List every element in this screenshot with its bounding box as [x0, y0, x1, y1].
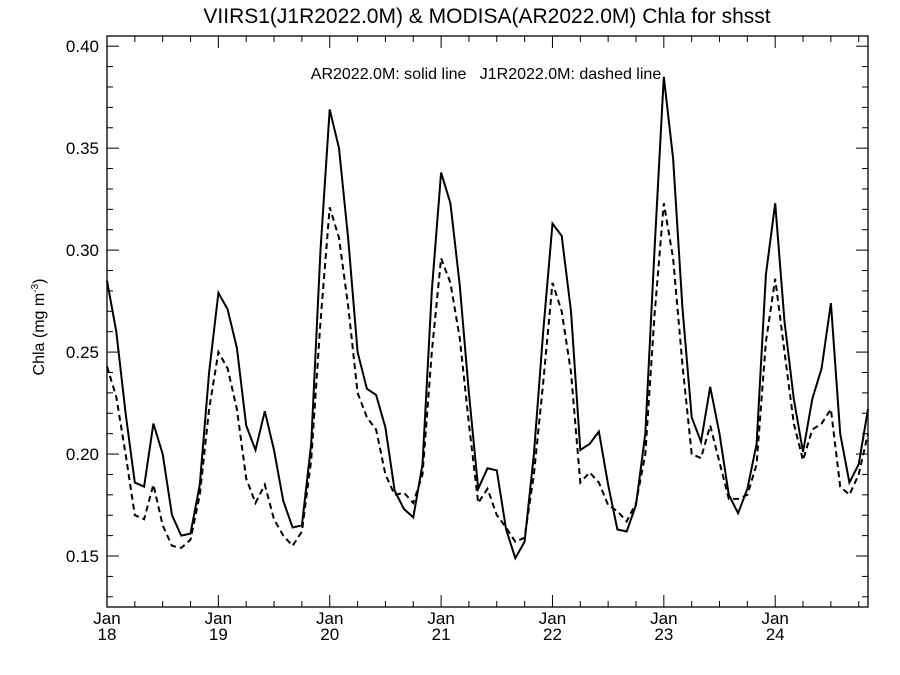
series-line-ar2022-0m: [106, 76, 869, 561]
x-tick-label-month: Jan: [427, 609, 454, 628]
x-tick-label-year: 24: [766, 625, 785, 644]
series-line-j1r2022-0m: [106, 203, 869, 549]
x-tick-label-month: Jan: [761, 609, 788, 628]
x-tick-label-year: 18: [98, 625, 117, 644]
y-tick-label: 0.40: [66, 37, 99, 56]
axis-ticks: [106, 36, 868, 607]
x-tick-label-month: Jan: [93, 609, 120, 628]
y-tick-label: 0.35: [66, 139, 99, 158]
y-tick-label: 0.20: [66, 445, 99, 464]
y-axis-label-superscript: -3: [30, 283, 41, 292]
series-lines: [106, 76, 869, 561]
y-tick-label: 0.15: [66, 547, 99, 566]
y-axis-label-close: ): [31, 279, 48, 284]
x-tick-label-month: Jan: [316, 609, 343, 628]
x-tick-label-year: 19: [209, 625, 228, 644]
y-tick-label: 0.30: [66, 241, 99, 260]
line-style-annotation: AR2022.0M: solid line J1R2022.0M: dashed…: [311, 66, 662, 83]
x-tick-label-month: Jan: [539, 609, 566, 628]
y-tick-label: 0.25: [66, 343, 99, 362]
y-axis-label-text: Chla (mg m: [31, 293, 48, 376]
x-tick-label-year: 20: [320, 625, 339, 644]
plot-frame: [106, 35, 869, 608]
y-axis-label: Chla (mg m-3): [30, 279, 48, 376]
chart-title: VIIRS1(J1R2022.0M) & MODISA(AR2022.0M) C…: [203, 5, 770, 28]
x-tick-label-year: 22: [543, 625, 562, 644]
axis-tick-labels: 0.150.200.250.300.350.40Jan18Jan19Jan20J…: [66, 37, 789, 644]
x-tick-label-year: 23: [654, 625, 673, 644]
x-tick-label-month: Jan: [650, 609, 677, 628]
x-tick-label-year: 21: [432, 625, 451, 644]
x-tick-label-month: Jan: [205, 609, 232, 628]
